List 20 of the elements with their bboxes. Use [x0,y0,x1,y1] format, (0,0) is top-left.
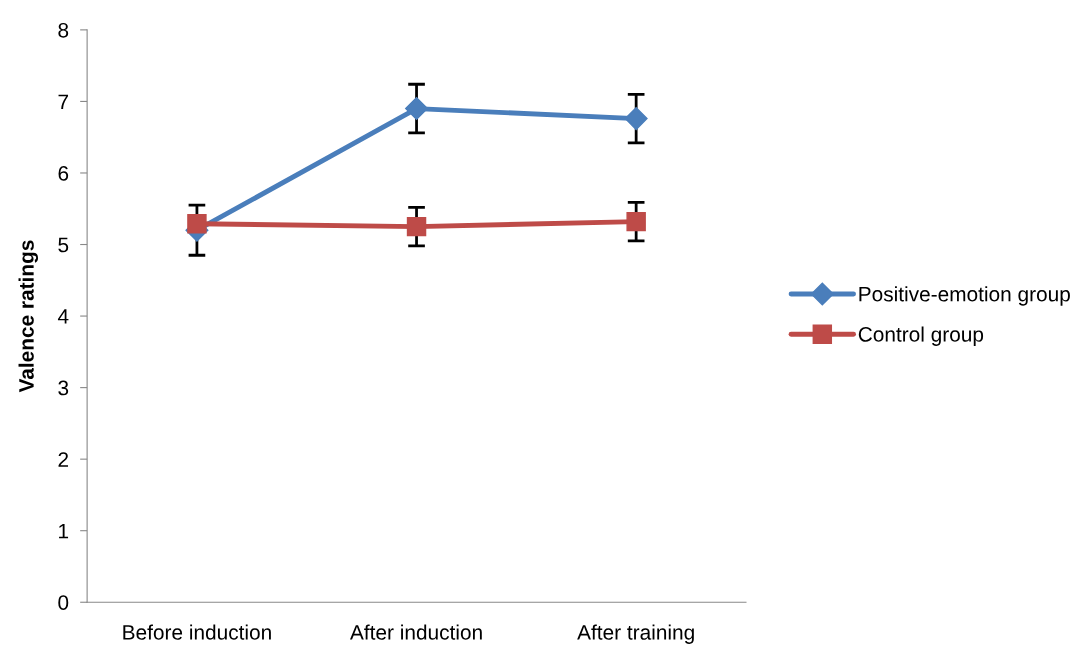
y-tick-label: 5 [58,237,69,253]
point [406,216,427,237]
point [624,107,648,131]
y-tick-label: 7 [58,94,69,109]
y-tick-label: 3 [58,380,69,396]
x-tick-label: After training [577,624,694,644]
legend-label: Control group [858,326,984,346]
point [187,214,207,234]
legend-label: Positive-emotion group [859,286,1070,306]
point [626,211,646,232]
y-tick-label: 2 [58,452,69,467]
point [405,97,429,121]
y-tick-label: 0 [58,595,69,610]
y-tick-label: 4 [57,309,69,324]
y-axis-title: Valence ratings [18,240,39,393]
y-tick-label: 8 [58,22,69,38]
x-tick-label: Before induction [123,624,271,640]
y-tick-label: 6 [58,165,69,181]
y-tick-label: 1 [59,523,69,539]
x-tick-label: After induction [350,624,482,640]
